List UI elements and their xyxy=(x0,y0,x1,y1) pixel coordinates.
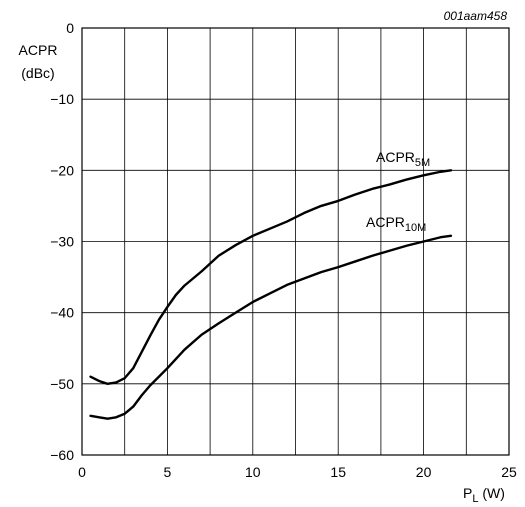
y-tick-label: −30 xyxy=(50,234,74,250)
series-label-acpr-5m: ACPR5M xyxy=(376,149,430,169)
series-label-acpr-10m: ACPR10M xyxy=(366,214,426,234)
series-lines xyxy=(89,169,453,420)
x-tick-label: 15 xyxy=(330,464,346,480)
y-tick-labels: 0 −10 −20 −30 −40 −50 −60 xyxy=(50,20,74,463)
x-tick-label: 5 xyxy=(164,464,172,480)
y-tick-label: −40 xyxy=(50,305,74,321)
series-line-acpr-5m xyxy=(89,169,453,386)
x-tick-label: 20 xyxy=(416,464,432,480)
y-axis-unit: (dBc) xyxy=(21,65,54,81)
series-line-acpr-10m xyxy=(89,234,453,420)
grid-lines xyxy=(82,28,509,455)
x-tick-label: 25 xyxy=(501,464,517,480)
x-tick-label: 10 xyxy=(245,464,261,480)
y-tick-label: −50 xyxy=(50,376,74,392)
plot-frame xyxy=(81,27,510,456)
figure-id: 001aam458 xyxy=(444,9,508,23)
y-tick-label: −10 xyxy=(50,91,74,107)
x-tick-label: 0 xyxy=(78,464,86,480)
y-tick-label: 0 xyxy=(66,20,74,36)
y-axis-label: ACPR xyxy=(19,42,58,58)
x-tick-labels: 0 5 10 15 20 25 xyxy=(78,464,517,480)
x-axis-label: PL (W) xyxy=(463,485,505,505)
y-tick-label: −20 xyxy=(50,162,74,178)
y-tick-label: −60 xyxy=(50,447,74,463)
